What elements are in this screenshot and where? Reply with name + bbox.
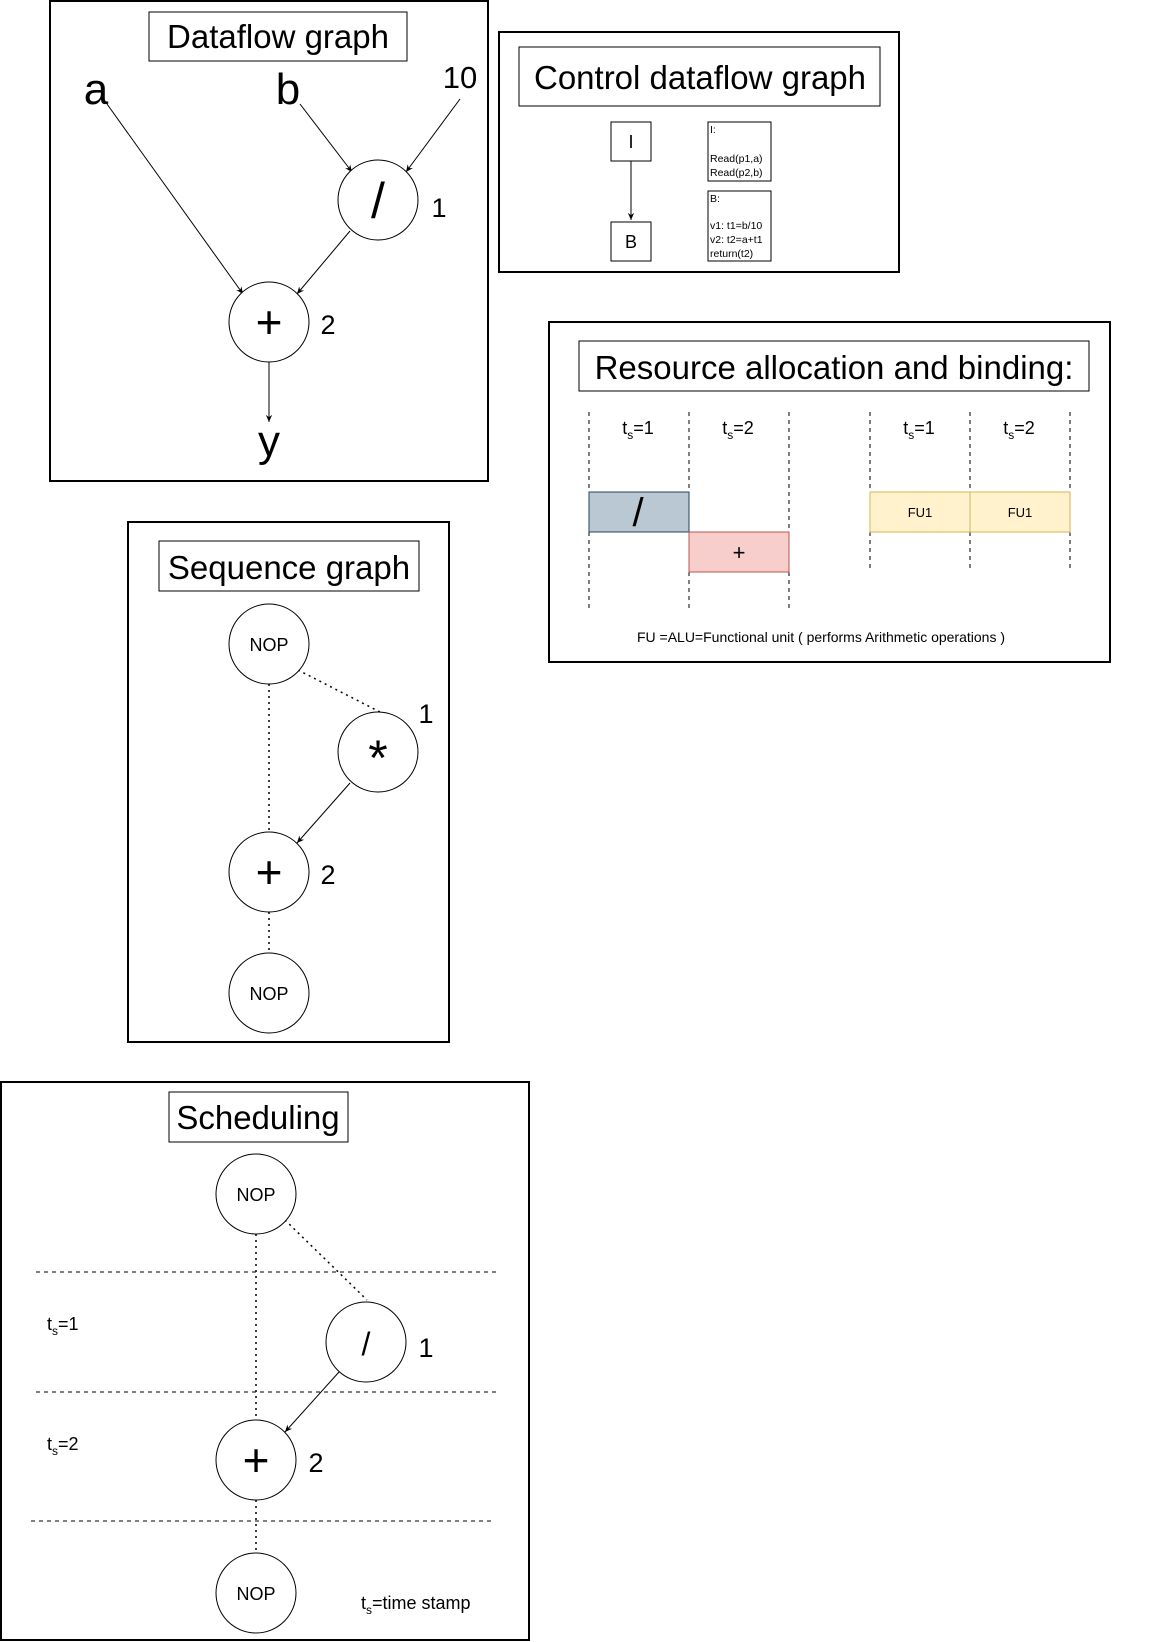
scheduling-add-index-label: 2 — [308, 1448, 323, 1478]
cdfg-block-i-line: Read(p1,a) — [710, 153, 763, 165]
resource-fu1-block-ts2 — [969, 491, 1071, 533]
input-b-label: b — [276, 65, 300, 114]
dataflow-frame — [49, 0, 489, 482]
scheduling-div-index-label: 1 — [418, 1333, 433, 1363]
resource-footnote: FU =ALU=Functional unit ( performs Arith… — [637, 629, 1005, 645]
cdfg-block-b-line: v1: t1=b/10 — [710, 220, 762, 232]
scheduling-ts2-label: ts=2 — [47, 1434, 79, 1458]
cdfg-block-i — [707, 121, 772, 182]
resource-fu1-label-ts2: FU1 — [1008, 505, 1033, 520]
scheduling-panel: Scheduling ts=1 ts=2 NOP / 1 + 2 NOP ts=… — [0, 1081, 530, 1641]
resource-add-op-block — [688, 531, 790, 573]
cdfg-node-b — [610, 221, 652, 262]
sequence-nop-bottom-label: NOP — [249, 984, 288, 1004]
sequence-nop-top-node — [228, 603, 310, 685]
resource-fu1-block-ts1 — [869, 491, 971, 533]
resource-ts2-label-right: ts=2 — [1003, 418, 1035, 442]
scheduling-nop-top-node — [215, 1153, 297, 1235]
cdfg-block-b-line: return(t2) — [710, 248, 753, 260]
cdfg-block-b-line: B: — [710, 193, 720, 205]
dataflow-title-box — [148, 11, 408, 62]
resource-div-op-label: / — [632, 491, 644, 535]
edge-b-to-div — [299, 103, 353, 173]
sequence-add-op-label: + — [256, 846, 283, 898]
div-node — [337, 159, 419, 241]
sequence-add-index-label: 2 — [320, 860, 335, 890]
resource-ts2-label-left: ts=2 — [722, 418, 754, 442]
sequence-mul-op-label: * — [368, 730, 387, 786]
edge-div-to-add — [296, 230, 351, 295]
edge-a-to-add — [106, 103, 244, 295]
add-op-label: + — [256, 296, 283, 348]
cdfg-node-i — [610, 121, 652, 162]
resource-fu1-label-ts1: FU1 — [908, 505, 933, 520]
sequence-title-box — [158, 540, 420, 592]
scheduling-div-op-label: / — [362, 1326, 371, 1362]
cdfg-title: Control dataflow graph — [534, 59, 866, 96]
scheduling-edge-nop-to-div — [284, 1219, 368, 1301]
cdfg-panel: Control dataflow graph I B I: Read(p1,a)… — [498, 31, 900, 273]
scheduling-frame — [0, 1081, 530, 1641]
sequence-edge-nop-to-mul — [297, 669, 381, 713]
output-y-label: y — [258, 417, 280, 466]
cdfg-block-i-line: Read(p2,b) — [710, 167, 763, 179]
cdfg-node-b-label: B — [625, 232, 637, 252]
sequence-nop-bottom-node — [228, 952, 310, 1034]
resource-title: Resource allocation and binding: — [595, 349, 1074, 386]
scheduling-nop-top-label: NOP — [236, 1185, 275, 1205]
cdfg-node-i-label: I — [628, 132, 633, 152]
scheduling-add-op-label: + — [243, 1434, 270, 1486]
resource-title-box — [578, 340, 1090, 392]
scheduling-div-node — [325, 1301, 407, 1383]
cdfg-frame — [498, 31, 900, 273]
cdfg-block-b-line: v2: t2=a+t1 — [710, 234, 763, 246]
scheduling-ts1-label: ts=1 — [47, 1314, 79, 1338]
resource-add-op-label: + — [733, 540, 746, 565]
sequence-mul-index-label: 1 — [418, 699, 433, 729]
scheduling-title: Scheduling — [176, 1099, 339, 1136]
resource-frame — [548, 321, 1111, 663]
sequence-edge-mul-to-add — [296, 782, 351, 844]
add-index-label: 2 — [320, 310, 335, 340]
scheduling-title-box — [168, 1091, 349, 1143]
resource-div-op-block — [588, 491, 690, 533]
sequence-mul-node — [337, 711, 419, 793]
scheduling-nop-bottom-label: NOP — [236, 1584, 275, 1604]
input-a-label: a — [84, 65, 109, 114]
resource-ts1-label-right: ts=1 — [903, 418, 935, 442]
scheduling-nop-bottom-node — [215, 1552, 297, 1634]
scheduling-add-node — [215, 1419, 297, 1501]
dataflow-title: Dataflow graph — [167, 18, 389, 55]
input-const-label: 10 — [443, 60, 477, 95]
cdfg-block-i-line: I: — [710, 124, 716, 136]
edge-const-to-div — [405, 98, 461, 173]
sequence-nop-top-label: NOP — [249, 635, 288, 655]
resource-ts1-label-left: ts=1 — [622, 418, 654, 442]
resource-panel: Resource allocation and binding: ts=1 ts… — [548, 321, 1111, 663]
scheduling-time-stamp-legend: ts=time stamp — [361, 1593, 471, 1617]
sequence-frame — [127, 521, 450, 1043]
scheduling-edge-div-to-add — [284, 1371, 340, 1433]
sequence-add-node — [228, 831, 310, 913]
dataflow-panel: Dataflow graph a b 10 / 1 + 2 y — [49, 0, 489, 482]
cdfg-block-b — [707, 190, 772, 262]
sequence-title: Sequence graph — [168, 549, 410, 586]
div-index-label: 1 — [431, 193, 446, 223]
cdfg-title-box — [518, 46, 881, 107]
div-op-label: / — [371, 173, 385, 229]
sequence-panel: Sequence graph NOP * 1 + 2 NOP — [127, 521, 450, 1043]
